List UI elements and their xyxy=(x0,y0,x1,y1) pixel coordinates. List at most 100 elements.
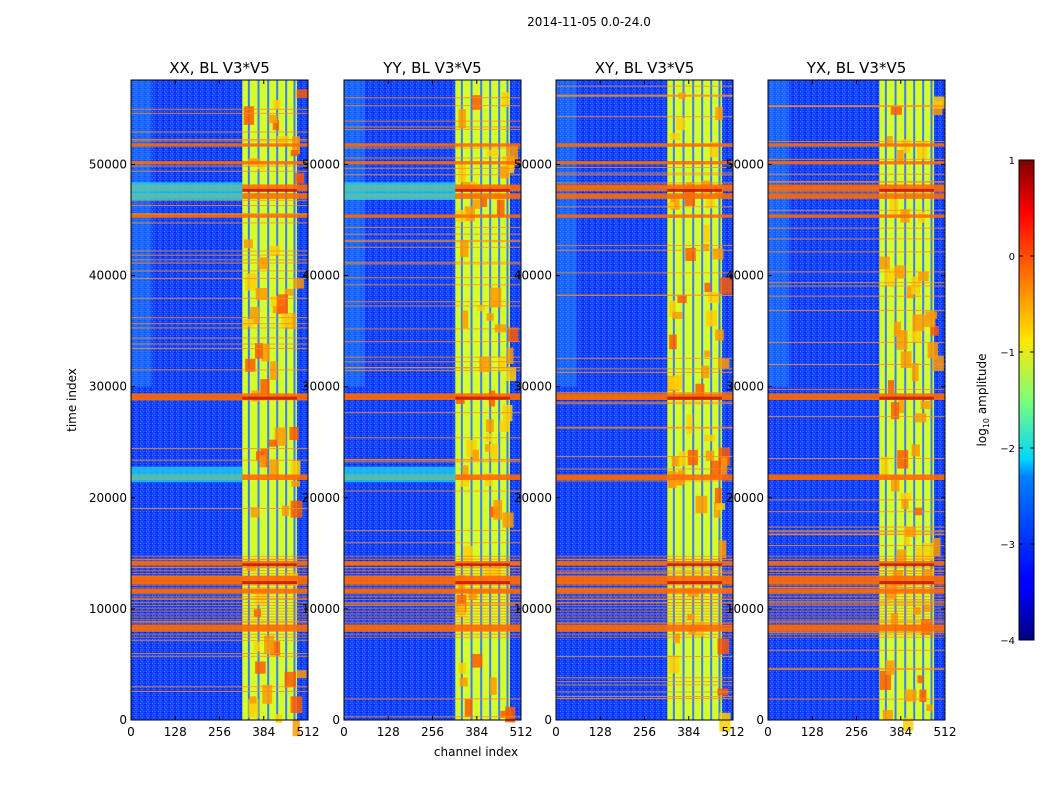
time-rfi-line xyxy=(344,490,521,492)
time-rfi-line xyxy=(768,209,945,211)
time-rfi-line xyxy=(131,507,308,509)
time-rfi-line xyxy=(556,622,733,624)
x-tick-label: 384 xyxy=(465,725,488,739)
band-blob xyxy=(890,106,902,115)
time-rfi-band xyxy=(344,161,521,165)
band-blob xyxy=(714,502,721,518)
y-tick-label: 20000 xyxy=(514,491,552,505)
time-rfi-line xyxy=(556,468,733,470)
band-blob xyxy=(290,500,303,518)
time-rfi-line xyxy=(768,282,945,284)
y-tick-label: 30000 xyxy=(89,380,127,394)
time-rfi-line xyxy=(556,294,733,296)
band-blob xyxy=(293,279,304,289)
time-rfi-band xyxy=(768,143,945,147)
time-rfi-line xyxy=(131,598,308,600)
time-rfi-line xyxy=(344,558,521,560)
time-rfi-band xyxy=(768,161,945,165)
time-rfi-line xyxy=(768,584,945,586)
time-rfi-line xyxy=(768,105,945,107)
time-rfi-band xyxy=(131,161,308,165)
band-blob xyxy=(253,609,261,617)
time-rfi-line xyxy=(768,458,945,460)
band-blob xyxy=(704,350,711,358)
time-rfi-line xyxy=(768,227,945,229)
time-rfi-line xyxy=(768,607,945,609)
band-blob xyxy=(489,287,502,308)
time-rfi-line xyxy=(344,277,521,279)
band-blob xyxy=(695,495,708,514)
colorbar-gradient xyxy=(1018,159,1035,641)
time-rfi-line xyxy=(344,461,521,463)
time-rfi-band xyxy=(556,143,733,147)
time-rfi-line xyxy=(131,621,308,623)
time-rfi-line xyxy=(344,233,521,235)
band-blob xyxy=(284,288,294,296)
y-tick-label: 40000 xyxy=(726,269,764,283)
time-rfi-line xyxy=(556,587,733,589)
x-tick-label: 512 xyxy=(722,725,745,739)
band-blob xyxy=(243,106,255,125)
time-rfi-line xyxy=(556,567,733,569)
time-rfi-band xyxy=(344,624,521,632)
band-blob xyxy=(284,671,296,688)
x-tick-label: 0 xyxy=(127,725,135,739)
band-blob xyxy=(277,135,289,145)
time-rfi-line xyxy=(131,348,308,350)
time-rfi-band xyxy=(131,143,308,147)
time-rfi-line xyxy=(768,271,945,273)
band-blob xyxy=(914,413,927,423)
x-tick-label: 512 xyxy=(510,725,533,739)
time-rfi-band xyxy=(556,474,733,480)
band-blob xyxy=(269,459,279,476)
band-blob xyxy=(479,356,491,372)
cyan-time-band xyxy=(131,466,243,483)
band-dark-line xyxy=(455,188,510,192)
band-blob xyxy=(703,224,711,243)
time-rfi-line xyxy=(131,213,308,215)
time-rfi-line xyxy=(131,559,308,561)
time-rfi-band xyxy=(556,393,733,400)
time-rfi-line xyxy=(768,526,945,528)
time-rfi-line xyxy=(344,239,521,241)
band-blob xyxy=(291,480,301,487)
time-rfi-line xyxy=(131,587,308,589)
time-rfi-band xyxy=(768,588,945,594)
time-rfi-line xyxy=(556,558,733,560)
time-rfi-line xyxy=(344,584,521,586)
time-rfi-band xyxy=(768,624,945,632)
time-rfi-line xyxy=(556,593,733,595)
band-blob xyxy=(671,456,680,467)
time-rfi-line xyxy=(344,284,521,286)
time-rfi-line xyxy=(131,639,308,641)
time-rfi-line xyxy=(344,610,521,612)
band-dark-line xyxy=(667,563,722,567)
time-rfi-line xyxy=(556,480,733,482)
x-tick-label: 256 xyxy=(208,725,231,739)
time-rfi-line xyxy=(344,341,521,343)
time-rfi-line xyxy=(344,105,521,107)
time-rfi-line xyxy=(768,610,945,612)
band-blob xyxy=(507,347,514,365)
time-rfi-line xyxy=(344,604,521,606)
time-rfi-line xyxy=(131,259,308,261)
band-blob xyxy=(255,288,268,300)
band-blob xyxy=(705,450,715,461)
y-tick-label: 20000 xyxy=(302,491,340,505)
time-rfi-line xyxy=(344,356,521,358)
y-tick-label: 40000 xyxy=(302,269,340,283)
band-blob xyxy=(879,256,890,270)
time-rfi-line xyxy=(131,108,308,110)
time-rfi-line xyxy=(556,596,733,598)
panel-low-channel-patch xyxy=(556,80,577,387)
time-rfi-line xyxy=(344,263,521,265)
band-blob xyxy=(261,344,270,362)
band-blob xyxy=(912,314,924,332)
time-rfi-line xyxy=(344,412,521,414)
band-blob xyxy=(485,419,494,433)
time-rfi-band xyxy=(556,161,733,165)
band-dark-line xyxy=(242,188,297,192)
time-rfi-line xyxy=(556,681,733,683)
y-tick-label: 50000 xyxy=(89,157,127,171)
time-rfi-line xyxy=(556,426,733,428)
